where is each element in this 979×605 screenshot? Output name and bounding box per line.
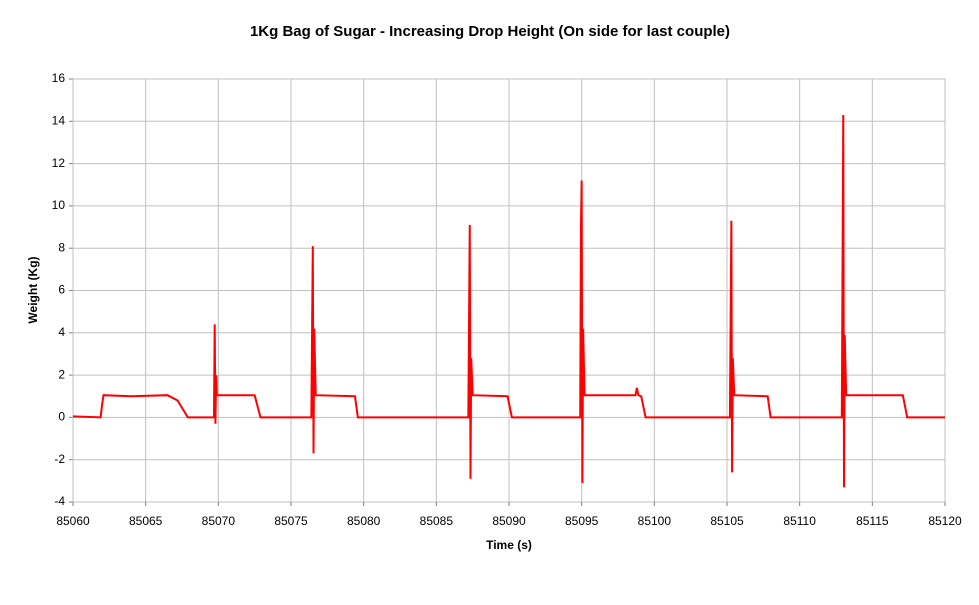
x-tick-label: 85110 bbox=[783, 514, 816, 528]
y-tick-label: 8 bbox=[58, 240, 65, 254]
y-tick-label: 16 bbox=[52, 71, 66, 85]
y-tick-label: 4 bbox=[58, 325, 65, 339]
data-line bbox=[72, 114, 945, 488]
x-tick-label: 85075 bbox=[274, 514, 308, 528]
x-tick-label: 85060 bbox=[56, 514, 90, 528]
y-tick-label: 0 bbox=[58, 410, 65, 424]
x-tick-label: 85095 bbox=[565, 514, 599, 528]
x-tick-label: 85085 bbox=[420, 514, 454, 528]
y-tick-label: 12 bbox=[52, 156, 66, 170]
x-tick-label: 85065 bbox=[129, 514, 163, 528]
x-tick-label: 85115 bbox=[856, 514, 889, 528]
x-tick-label: 85100 bbox=[638, 514, 672, 528]
chart-title: 1Kg Bag of Sugar - Increasing Drop Heigh… bbox=[250, 23, 730, 40]
y-axis-label: Weight (Kg) bbox=[26, 256, 40, 323]
x-tick-label: 85080 bbox=[347, 514, 381, 528]
x-tick-label: 85070 bbox=[202, 514, 236, 528]
y-tick-label: 6 bbox=[58, 283, 65, 297]
x-tick-label: 85120 bbox=[928, 514, 962, 528]
y-tick-label: 10 bbox=[52, 198, 66, 212]
y-tick-label: -4 bbox=[54, 494, 65, 508]
y-tick-label: 2 bbox=[58, 367, 65, 381]
x-axis-label: Time (s) bbox=[486, 538, 532, 552]
x-tick-label: 85105 bbox=[710, 514, 744, 528]
x-tick-label: 85090 bbox=[492, 514, 526, 528]
y-tick-label: -2 bbox=[54, 452, 65, 466]
y-tick-label: 14 bbox=[52, 113, 66, 127]
